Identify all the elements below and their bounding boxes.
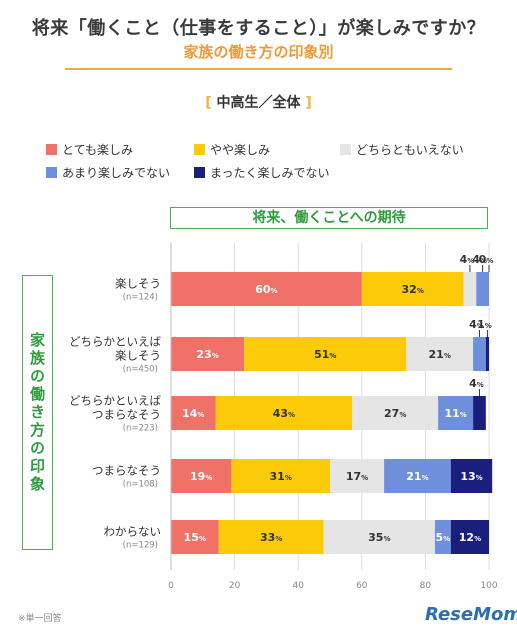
title-underline: [65, 68, 452, 70]
bar-segment: [171, 337, 245, 371]
bar-value-label: 11%: [444, 407, 466, 420]
bar-segment: [171, 520, 219, 554]
bar-segment: [244, 337, 407, 371]
category-label: つまらなそう: [92, 464, 161, 478]
legend-item-somewhat-fun: やや楽しみ: [194, 143, 270, 157]
bar-segment: [384, 459, 451, 493]
x-tick-label: 80: [420, 581, 432, 591]
bar-segment: [434, 520, 451, 554]
footnote: ※単一回答: [18, 614, 62, 624]
x-tick-label: 100: [480, 581, 497, 591]
legend-swatch: [340, 144, 351, 155]
scope-bracket-right: ]: [305, 95, 312, 111]
category-n-label: (n=129): [123, 541, 158, 551]
bar-segment: [231, 459, 330, 493]
bar-value-label: 5%: [436, 531, 451, 544]
bar-value-label: 60%: [255, 283, 277, 296]
bar-segment: [406, 337, 474, 371]
scope-bracket-left: [: [205, 95, 212, 111]
bar-value-label: 32%: [402, 283, 424, 296]
legend-swatch: [194, 144, 205, 155]
category-label: どちらかといえば: [69, 335, 161, 349]
bar-value-label: 35%: [368, 531, 390, 544]
bar-segment: [463, 272, 477, 306]
legend-swatch: [194, 167, 205, 178]
bar-segment: [485, 337, 489, 371]
bar-value-label: 27%: [384, 407, 406, 420]
legend-swatch: [46, 144, 57, 155]
section-header: 将来、働くことへの期待: [170, 207, 488, 229]
bar-value-label: 21%: [429, 348, 451, 361]
bar-segment: [171, 396, 216, 430]
bar-segment: [450, 520, 489, 554]
x-tick-label: 20: [229, 581, 241, 591]
bar-value-label: 51%: [314, 348, 336, 361]
scope-text: 中高生／全体: [216, 95, 301, 111]
category-label: わからない: [104, 525, 162, 539]
bar-value-label: 4%: [469, 377, 484, 390]
bar-value-label: 14%: [182, 407, 204, 420]
chart-title: 将来「働くこと（仕事をすること）」が楽しみですか？: [31, 18, 486, 39]
category-n-label: (n=450): [123, 365, 158, 375]
bar-segment: [171, 459, 232, 493]
bar-value-label: 4%: [472, 253, 487, 266]
bar-value-label: 0%: [479, 253, 494, 266]
bar-value-label: 13%: [460, 470, 482, 483]
category-n-label: (n=124): [123, 293, 158, 303]
bar-segment: [361, 272, 464, 306]
bar-segment: [171, 272, 362, 306]
bar-value-label: 31%: [270, 470, 292, 483]
chart-subtitle: 家族の働き方の印象別: [183, 43, 334, 61]
bar-value-label: 21%: [406, 470, 428, 483]
bar-value-label: 4%: [469, 318, 484, 331]
scope-label: [ 中高生／全体 ]: [0, 92, 517, 112]
legend-swatch: [46, 167, 57, 178]
category-label: 楽しそう: [115, 277, 161, 291]
bar-segment: [476, 272, 489, 306]
legend-item-neutral: どちらともいえない: [340, 143, 464, 157]
category-n-label: (n=223): [123, 424, 158, 434]
bar-segment: [218, 520, 324, 554]
bar-segment: [352, 396, 439, 430]
x-tick-label: 0: [168, 581, 174, 591]
bar-value-label: 1%: [477, 318, 492, 331]
bar-segment: [473, 396, 486, 430]
bar-value-label: 17%: [346, 470, 368, 483]
bar-value-label: 15%: [184, 531, 206, 544]
category-label: 楽しそう: [115, 349, 161, 363]
category-label: つまらなそう: [92, 408, 161, 422]
side-label: 家族の働き方の印象: [28, 331, 46, 494]
brand-logo: ReseMom: [425, 604, 517, 625]
bar-value-label: 33%: [260, 531, 282, 544]
bar-segment: [438, 396, 474, 430]
side-label-box: 家族の働き方の印象: [22, 275, 53, 550]
bar-value-label: 4%: [460, 253, 475, 266]
bar-value-label: 23%: [196, 348, 218, 361]
bar-value-label: 19%: [190, 470, 212, 483]
x-tick-label: 40: [292, 581, 304, 591]
bar-segment: [330, 459, 385, 493]
bar-segment: [323, 520, 435, 554]
bar-segment: [473, 337, 486, 371]
bar-segment: [215, 396, 353, 430]
category-label: どちらかといえば: [69, 394, 161, 408]
bar-value-label: 43%: [273, 407, 295, 420]
bar-segment: [450, 459, 493, 493]
bar-value-label: 12%: [459, 531, 481, 544]
legend-item-not-fun-at-all: まったく楽しみでない: [194, 166, 330, 180]
x-tick-label: 60: [356, 581, 368, 591]
legend-item-very-fun: とても楽しみ: [46, 143, 133, 157]
category-n-label: (n=108): [123, 480, 158, 490]
legend-item-not-really-fun: あまり楽しみでない: [46, 166, 170, 180]
